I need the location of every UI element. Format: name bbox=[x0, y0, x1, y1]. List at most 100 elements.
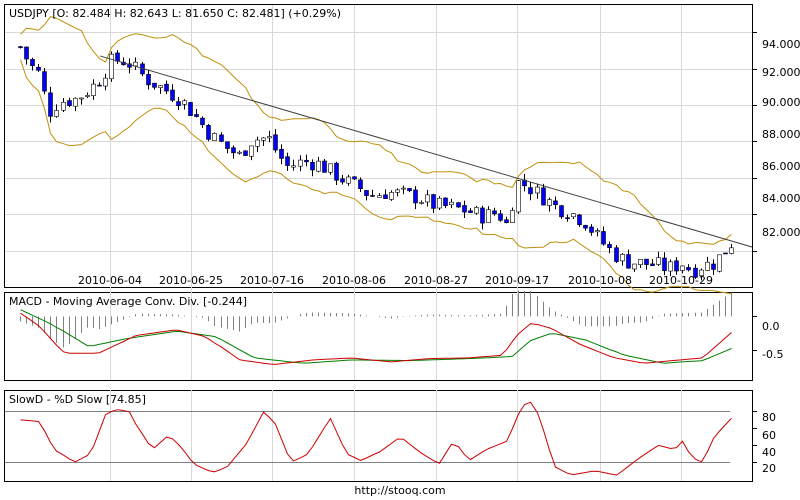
candle-body bbox=[498, 213, 503, 221]
candle-body bbox=[61, 102, 66, 111]
candle-body bbox=[553, 200, 558, 205]
candle-body bbox=[656, 257, 661, 265]
candle-body bbox=[146, 74, 151, 86]
candle-body bbox=[48, 92, 53, 117]
candle-body bbox=[425, 194, 430, 203]
macd-signal-line bbox=[20, 309, 732, 364]
candle-body bbox=[480, 207, 485, 224]
candle-body bbox=[674, 260, 679, 272]
x-tick-label: 2010-08-06 bbox=[322, 274, 386, 287]
candle-body bbox=[273, 134, 278, 151]
candle-body bbox=[206, 125, 211, 140]
candle-body bbox=[431, 194, 436, 209]
candle-body bbox=[352, 176, 357, 180]
candle-body bbox=[419, 202, 424, 204]
candle-body bbox=[316, 160, 321, 172]
price-y-tick-label: 92.000 bbox=[762, 66, 800, 79]
candle-body bbox=[559, 205, 564, 218]
candle-body bbox=[449, 201, 454, 206]
x-tick-label: 2010-09-17 bbox=[485, 274, 549, 287]
x-tick-label: 2010-08-27 bbox=[404, 274, 468, 287]
stoch-y-tick-label: 80 bbox=[762, 411, 776, 424]
candle-body bbox=[711, 263, 716, 270]
price-y-tick-label: 86.000 bbox=[762, 160, 800, 173]
candle-body bbox=[607, 244, 612, 249]
candle-body bbox=[723, 252, 728, 255]
price-y-tick-label: 90.000 bbox=[762, 96, 800, 109]
macd-panel-title: MACD - Moving Average Conv. Div. [-0.244… bbox=[9, 295, 247, 308]
candle-body bbox=[231, 147, 236, 154]
candle-body bbox=[152, 82, 157, 88]
candle-body bbox=[334, 162, 339, 181]
candle-body bbox=[370, 195, 375, 197]
candle-body bbox=[486, 209, 491, 224]
candle-body bbox=[699, 269, 704, 277]
candle-body bbox=[249, 145, 254, 157]
candle-body bbox=[73, 97, 78, 107]
stoch-panel-title: SlowD - %D Slow [74.85] bbox=[9, 393, 146, 406]
price-series bbox=[18, 16, 753, 295]
candle-body bbox=[535, 186, 540, 194]
candle-body bbox=[170, 89, 175, 101]
candle-body bbox=[717, 254, 722, 272]
candle-body bbox=[693, 267, 698, 278]
x-tick-label: 2010-06-04 bbox=[78, 274, 142, 287]
candle-body bbox=[462, 205, 467, 213]
candle-body bbox=[164, 83, 169, 92]
macd-line bbox=[20, 312, 732, 365]
candle-body bbox=[589, 226, 594, 233]
candle-body bbox=[103, 77, 108, 87]
candle-body bbox=[528, 187, 533, 195]
candle-body bbox=[504, 219, 509, 223]
candle-body bbox=[219, 134, 224, 142]
candle-body bbox=[456, 202, 461, 208]
candle-body bbox=[650, 263, 655, 266]
trend-line bbox=[99, 55, 753, 248]
price-y-tick-label: 84.000 bbox=[762, 192, 800, 205]
candle-body bbox=[267, 136, 272, 139]
macd-series bbox=[20, 290, 732, 365]
bollinger-upper-line bbox=[20, 16, 732, 245]
candle-body bbox=[54, 110, 59, 117]
candle-body bbox=[443, 197, 448, 206]
candle-body bbox=[225, 141, 230, 149]
axis-ticks bbox=[752, 32, 757, 463]
candle-body bbox=[401, 187, 406, 190]
macd-y-tick-label: -0.5 bbox=[762, 348, 783, 361]
candle-body bbox=[176, 101, 181, 107]
candle-body bbox=[601, 231, 606, 245]
candle-body bbox=[109, 53, 114, 80]
stoch-panel-frame bbox=[4, 390, 753, 482]
candle-body bbox=[304, 159, 309, 163]
candle-body bbox=[261, 137, 266, 141]
candle-body bbox=[662, 257, 667, 272]
candle-body bbox=[79, 97, 84, 100]
macd-panel-frame bbox=[4, 292, 753, 381]
candle-body bbox=[237, 151, 242, 154]
candle-body bbox=[510, 210, 515, 223]
price-panel-title: USDJPY [O: 82.484 H: 82.643 L: 81.650 C:… bbox=[9, 7, 341, 20]
x-tick-label: 2010-07-16 bbox=[240, 274, 304, 287]
bollinger-lower-line bbox=[20, 59, 732, 295]
candle-body bbox=[437, 197, 442, 209]
source-url[interactable]: http://stooq.com bbox=[354, 484, 446, 497]
candle-body bbox=[705, 261, 710, 271]
x-tick-label: 2010-10-29 bbox=[649, 274, 713, 287]
candle-body bbox=[328, 163, 333, 173]
candle-body bbox=[115, 52, 120, 62]
price-y-tick-label: 82.000 bbox=[762, 226, 800, 239]
candle-body bbox=[24, 46, 29, 60]
candle-body bbox=[291, 165, 296, 168]
candle-body bbox=[620, 254, 625, 262]
candle-body bbox=[42, 71, 47, 92]
candle-body bbox=[85, 95, 90, 97]
price-panel-frame bbox=[4, 4, 753, 288]
candle-body bbox=[686, 267, 691, 271]
stoch-y-tick-label: 60 bbox=[762, 429, 776, 442]
candle-body bbox=[18, 46, 23, 48]
grid-lines bbox=[5, 5, 752, 481]
candle-body bbox=[298, 159, 303, 167]
price-y-tick-label: 88.000 bbox=[762, 128, 800, 141]
candle-body bbox=[36, 66, 41, 71]
